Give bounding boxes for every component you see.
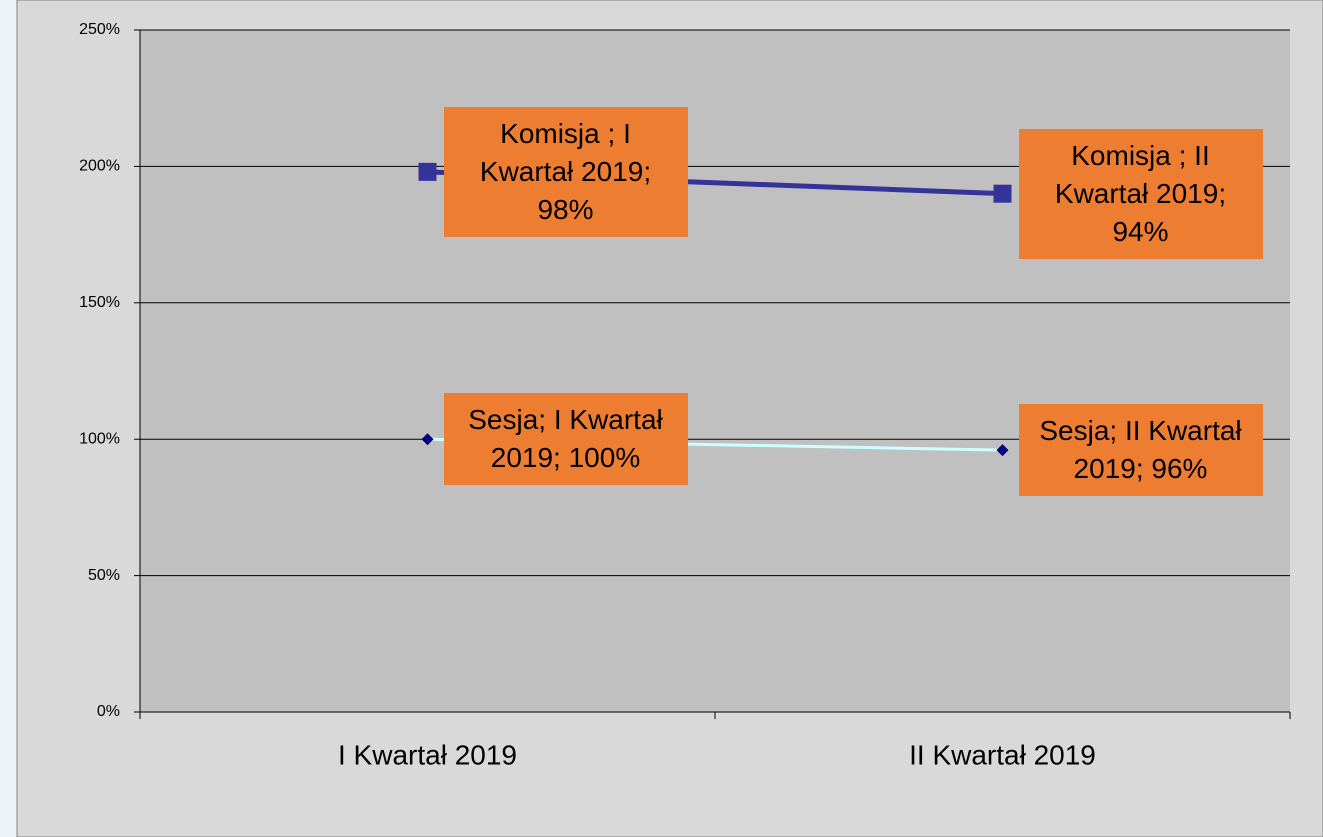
y-tick-label: 0% bbox=[97, 703, 120, 720]
data-label: Sesja; I Kwartał 2019; 100% bbox=[443, 393, 688, 486]
marker bbox=[993, 184, 1012, 203]
x-tick-label: II Kwartał 2019 bbox=[909, 739, 1096, 770]
y-tick-label: 100% bbox=[79, 430, 120, 447]
data-label: Komisja ; II Kwartał 2019; 94% bbox=[1018, 128, 1263, 259]
x-tick-label: I Kwartał 2019 bbox=[338, 739, 517, 770]
y-tick-label: 50% bbox=[88, 567, 120, 584]
data-label: Sesja; II Kwartał 2019; 96% bbox=[1018, 404, 1263, 497]
y-tick-label: 250% bbox=[79, 21, 120, 38]
marker bbox=[421, 433, 434, 446]
y-tick-label: 200% bbox=[79, 158, 120, 175]
data-label: Komisja ; I Kwartał 2019; 98% bbox=[443, 106, 688, 237]
marker bbox=[996, 444, 1009, 457]
y-tick-label: 150% bbox=[79, 294, 120, 311]
marker bbox=[418, 162, 437, 181]
